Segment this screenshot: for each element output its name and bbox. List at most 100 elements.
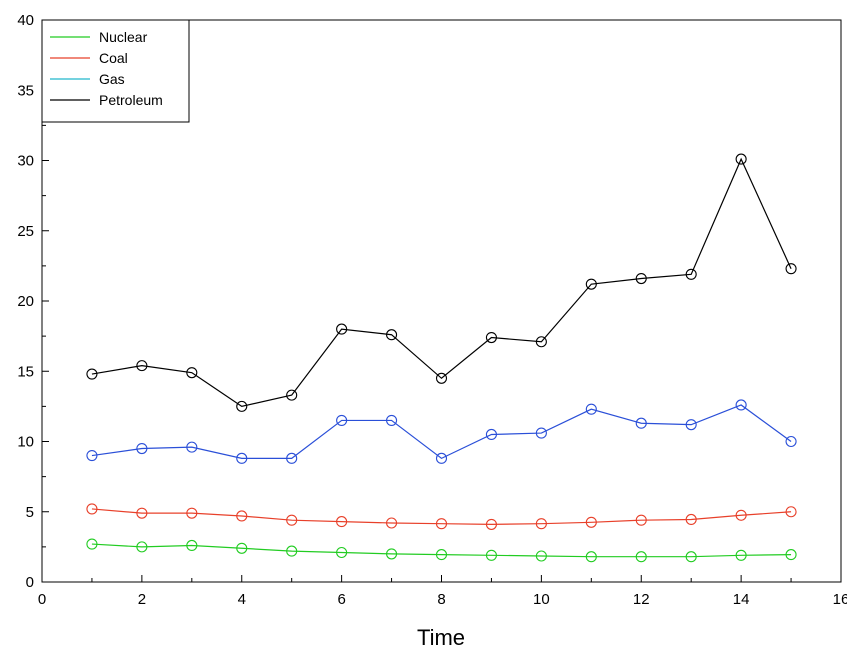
data-point xyxy=(386,548,398,560)
legend-item-petroleum: Petroleum xyxy=(50,92,163,108)
data-point xyxy=(785,435,797,448)
data-point xyxy=(435,549,448,561)
legend-item-gas: Gas xyxy=(50,71,125,87)
x-tick-label: 8 xyxy=(437,591,445,608)
x-tick-label: 10 xyxy=(533,591,550,608)
data-point xyxy=(635,551,647,563)
data-point xyxy=(485,549,497,561)
data-point xyxy=(336,546,348,559)
data-point xyxy=(286,389,298,401)
series-gas xyxy=(86,399,797,464)
series-line-petroleum xyxy=(91,157,792,408)
x-tick-label: 6 xyxy=(337,591,345,608)
y-tick-label: 35 xyxy=(17,82,34,99)
series-petroleum xyxy=(86,153,797,412)
data-point xyxy=(735,549,747,561)
data-point xyxy=(286,545,298,557)
data-point xyxy=(186,539,198,552)
data-point xyxy=(635,272,647,285)
data-point xyxy=(336,323,348,335)
legend-item-nuclear: Nuclear xyxy=(50,29,148,45)
data-point xyxy=(585,278,597,290)
data-point xyxy=(685,268,697,280)
data-point xyxy=(785,506,797,518)
legend-item-coal: Coal xyxy=(50,50,128,66)
data-point xyxy=(136,507,148,519)
data-point xyxy=(435,372,448,384)
x-tick-label: 2 xyxy=(138,591,146,608)
data-point xyxy=(286,514,298,526)
x-tick-label: 4 xyxy=(238,591,246,608)
series-coal xyxy=(86,503,797,530)
data-point xyxy=(685,551,697,563)
series-line-coal xyxy=(91,508,792,525)
legend-label: Gas xyxy=(99,71,125,87)
data-point xyxy=(635,417,647,429)
data-point xyxy=(136,442,148,455)
data-point xyxy=(236,400,248,412)
y-tick-label: 15 xyxy=(17,363,34,380)
data-point xyxy=(86,538,98,550)
data-point xyxy=(685,419,697,431)
data-point xyxy=(236,510,248,522)
data-point xyxy=(186,507,198,519)
data-point xyxy=(136,360,148,372)
y-tick-label: 40 xyxy=(17,12,34,29)
data-point xyxy=(535,550,547,562)
data-point xyxy=(86,449,98,462)
data-point xyxy=(735,509,747,521)
data-point xyxy=(236,452,248,464)
data-point xyxy=(336,414,348,426)
data-point xyxy=(635,514,647,526)
series-nuclear xyxy=(86,538,797,563)
data-point xyxy=(785,263,797,275)
legend-label: Coal xyxy=(99,50,128,66)
data-point xyxy=(236,542,248,554)
data-point xyxy=(485,428,497,441)
data-point xyxy=(86,503,98,515)
x-tick-label: 16 xyxy=(833,591,847,608)
data-point xyxy=(485,518,497,530)
data-point xyxy=(485,331,497,344)
data-point xyxy=(585,551,597,563)
data-point xyxy=(585,516,597,528)
data-point xyxy=(535,518,547,530)
y-axis: 0 5 10 15 20 25 30 35 40 xyxy=(17,12,49,591)
data-point xyxy=(685,513,697,526)
data-point xyxy=(785,549,797,561)
data-point xyxy=(186,441,198,453)
x-tick-label: 0 xyxy=(38,591,46,608)
x-tick-label: 14 xyxy=(733,591,750,608)
data-point xyxy=(136,541,148,553)
data-point xyxy=(336,516,348,528)
data-point xyxy=(386,517,398,529)
x-axis-title: Time xyxy=(417,625,465,649)
data-point xyxy=(735,153,747,165)
series-line-gas xyxy=(91,404,792,460)
data-point xyxy=(735,399,747,411)
data-point xyxy=(535,427,547,439)
y-tick-label: 0 xyxy=(26,574,34,591)
y-tick-label: 10 xyxy=(17,434,34,451)
data-point xyxy=(585,403,597,415)
legend: Nuclear Coal Gas Petroleum xyxy=(41,19,190,123)
data-point xyxy=(386,414,398,426)
data-point xyxy=(386,329,398,341)
data-point xyxy=(86,368,98,380)
y-tick-label: 5 xyxy=(26,504,34,521)
data-point xyxy=(286,452,298,464)
y-tick-label: 20 xyxy=(17,293,34,310)
data-point xyxy=(186,367,198,379)
series-line-nuclear xyxy=(91,543,792,558)
y-tick-label: 30 xyxy=(17,153,34,170)
x-axis: 0 2 4 6 8 10 12 14 16 xyxy=(38,575,847,608)
legend-label: Petroleum xyxy=(99,92,163,108)
series-layer xyxy=(86,153,797,563)
x-tick-label: 12 xyxy=(633,591,650,608)
data-point xyxy=(435,452,448,464)
legend-label: Nuclear xyxy=(99,29,148,45)
data-point xyxy=(535,336,547,348)
y-tick-label: 25 xyxy=(17,223,34,240)
data-point xyxy=(435,518,448,530)
